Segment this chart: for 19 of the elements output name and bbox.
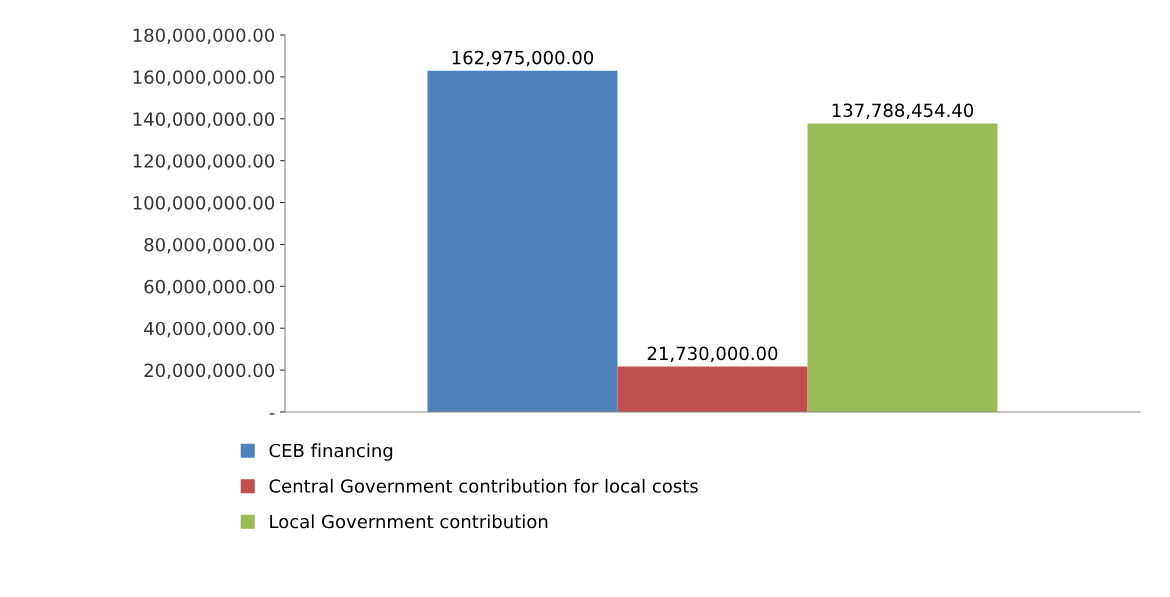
y-tick-label: - [269, 413, 275, 415]
y-tick-label: 80,000,000.00 [144, 237, 275, 254]
bar [427, 70, 618, 412]
data-label: 21,730,000.00 [647, 346, 778, 363]
bar [617, 366, 808, 412]
y-tick-label: 180,000,000.00 [133, 28, 275, 44]
y-tick-label: 160,000,000.00 [133, 70, 275, 86]
y-tick-label: 20,000,000.00 [144, 363, 275, 380]
legend-label: Local Government contribution [270, 514, 548, 529]
data-label: 162,975,000.00 [452, 50, 594, 67]
y-tick-label: 120,000,000.00 [133, 154, 275, 170]
data-label: 137,788,454.40 [832, 103, 974, 119]
y-tick-label: 140,000,000.00 [133, 112, 275, 128]
bar [807, 123, 998, 412]
legend-label: CEB financing [269, 443, 393, 461]
legend-label: Central Government contribution for local costs [269, 478, 698, 493]
y-tick-label: 40,000,000.00 [144, 321, 275, 338]
y-tick-label: 60,000,000.00 [144, 279, 275, 296]
y-tick-label: 100,000,000.00 [133, 196, 275, 212]
